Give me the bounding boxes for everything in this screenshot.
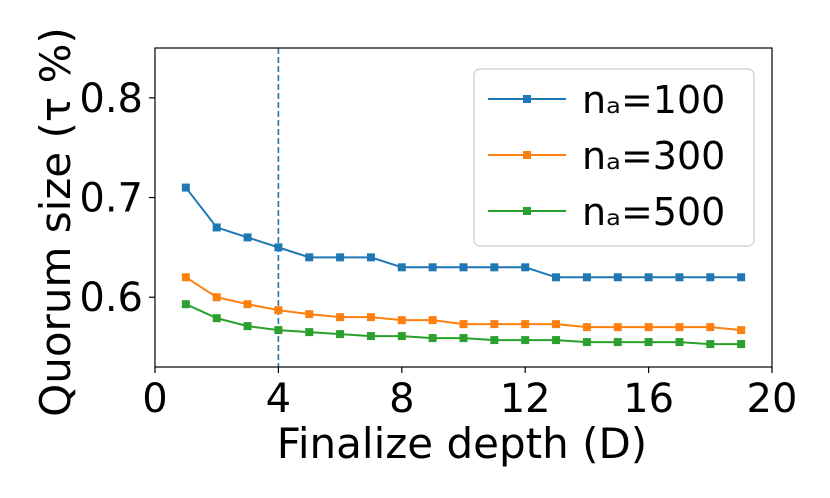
data-point xyxy=(613,323,622,332)
legend-label-1: nₐ=300 xyxy=(582,134,725,178)
data-point xyxy=(181,273,190,282)
data-point xyxy=(675,338,684,347)
axes: 0 4 8 12 16 20 0.6 0.7 0.8 xyxy=(79,47,798,422)
y-tick-label: 0.7 xyxy=(79,176,143,222)
data-point xyxy=(490,320,499,329)
data-point xyxy=(582,273,591,282)
x-tick-label: 20 xyxy=(747,376,798,422)
data-point xyxy=(366,332,375,341)
data-point xyxy=(737,273,746,282)
data-point xyxy=(521,336,530,345)
y-tick-label: 0.6 xyxy=(79,275,143,321)
data-point xyxy=(212,223,221,232)
data-point xyxy=(274,326,283,335)
data-point xyxy=(613,273,622,282)
data-point xyxy=(336,330,345,339)
plot-frame xyxy=(154,47,773,368)
x-tick-label: 12 xyxy=(500,376,551,422)
data-point xyxy=(428,334,437,343)
data-point xyxy=(490,263,499,272)
data-point xyxy=(181,300,190,309)
x-tick-label: 0 xyxy=(142,376,167,422)
data-point xyxy=(644,273,653,282)
x-tick-label: 4 xyxy=(266,376,291,422)
data-point xyxy=(397,316,406,325)
data-point xyxy=(305,328,314,337)
data-point xyxy=(706,273,715,282)
data-point xyxy=(274,243,283,252)
data-point xyxy=(490,336,499,345)
legend-marker-0 xyxy=(523,95,531,103)
data-point xyxy=(613,338,622,347)
data-point xyxy=(243,322,252,331)
data-point xyxy=(521,320,530,329)
legend-marker-1 xyxy=(523,151,531,159)
data-point xyxy=(397,263,406,272)
data-point xyxy=(243,300,252,309)
data-point xyxy=(428,263,437,272)
data-point xyxy=(737,326,746,335)
data-point xyxy=(305,253,314,262)
data-point xyxy=(336,253,345,262)
series-group xyxy=(181,183,746,349)
data-point xyxy=(582,323,591,332)
data-point xyxy=(552,273,561,282)
data-point xyxy=(675,323,684,332)
data-point xyxy=(552,336,561,345)
data-point xyxy=(459,263,468,272)
data-point xyxy=(521,263,530,272)
legend-label-2: nₐ=500 xyxy=(582,190,725,234)
legend-marker-2 xyxy=(523,207,531,215)
data-point xyxy=(644,338,653,347)
data-point xyxy=(644,323,653,332)
data-point xyxy=(582,338,591,347)
data-point xyxy=(552,320,561,329)
data-point xyxy=(459,320,468,329)
data-point xyxy=(675,273,684,282)
x-tick-label: 8 xyxy=(389,376,414,422)
y-axis-label: Quorum size (τ %) xyxy=(31,27,80,417)
x-axis-label: Finalize depth (D) xyxy=(277,419,647,468)
data-point xyxy=(459,334,468,343)
data-point xyxy=(706,323,715,332)
legend-box xyxy=(473,68,755,247)
legend-label-0: nₐ=100 xyxy=(582,78,725,122)
data-point xyxy=(274,306,283,315)
legend: nₐ=100 nₐ=300 nₐ=500 xyxy=(473,68,755,247)
y-tick-label: 0.8 xyxy=(79,76,143,122)
data-point xyxy=(706,340,715,349)
x-tick-label: 16 xyxy=(623,376,674,422)
data-point xyxy=(428,316,437,325)
data-point xyxy=(243,233,252,242)
data-point xyxy=(212,293,221,302)
data-point xyxy=(336,313,345,322)
data-point xyxy=(366,253,375,262)
data-point xyxy=(737,340,746,349)
data-point xyxy=(212,314,221,323)
data-point xyxy=(397,332,406,341)
data-point xyxy=(305,310,314,319)
data-point xyxy=(181,183,190,192)
data-point xyxy=(366,313,375,322)
